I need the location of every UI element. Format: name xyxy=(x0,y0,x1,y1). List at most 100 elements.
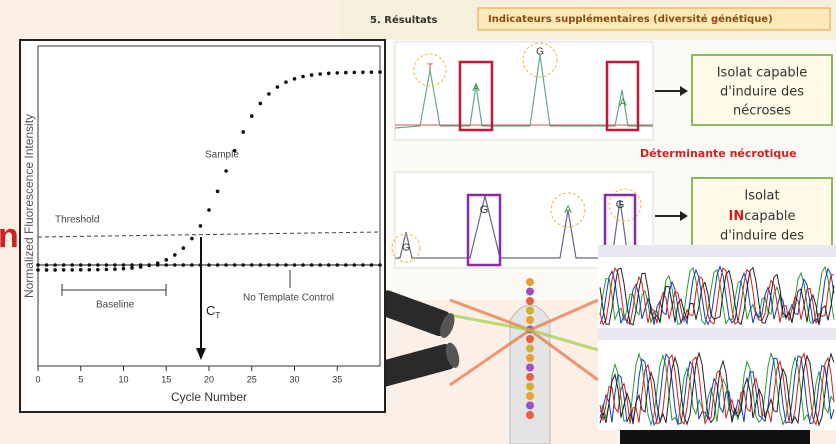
sequence-trace xyxy=(599,353,835,427)
ntc-label: No Template Control xyxy=(243,293,334,304)
bead xyxy=(526,382,534,391)
sample-dot xyxy=(326,71,331,76)
bead xyxy=(526,392,534,400)
sample-dot xyxy=(113,267,117,271)
bead xyxy=(526,373,534,381)
bead xyxy=(526,344,534,353)
sample-dot xyxy=(198,224,203,228)
sample-dot xyxy=(352,70,357,75)
sequence-trace xyxy=(599,265,835,326)
y-axis-label: Normalized Fluorescence Intensity xyxy=(22,114,36,298)
sample-dot xyxy=(344,70,348,75)
sample-dot xyxy=(96,267,100,272)
bead xyxy=(526,316,534,324)
peak-circle xyxy=(608,188,642,222)
trace xyxy=(395,195,653,259)
peak-letter: G xyxy=(402,243,410,254)
bead xyxy=(526,401,534,410)
curves xyxy=(36,70,382,272)
laser-lens xyxy=(445,342,460,368)
trace xyxy=(394,54,653,129)
sample-dot xyxy=(232,148,237,153)
peak-circle xyxy=(391,233,421,263)
sample-dot xyxy=(301,74,305,79)
side-letter: n xyxy=(0,217,19,255)
peak-letter: A xyxy=(472,82,480,94)
sample-dot xyxy=(121,266,126,271)
sample-dot xyxy=(335,71,340,75)
x-tick-label: 35 xyxy=(332,374,342,384)
sample-dot xyxy=(53,268,57,272)
peak-circle xyxy=(550,192,586,228)
result-rest: capable xyxy=(744,209,795,224)
sample-dot xyxy=(309,73,314,77)
x-tick-label: 30 xyxy=(289,374,299,384)
sample-dot xyxy=(292,77,297,81)
highlight-box xyxy=(605,60,640,132)
emphasis: IN xyxy=(729,209,745,224)
sequence-trace xyxy=(599,351,835,427)
sample-dot xyxy=(267,92,271,96)
section-title: 5. Résultats xyxy=(370,14,438,26)
sequence-trace xyxy=(599,351,835,427)
ct-arrow-head xyxy=(196,348,206,360)
peak-letter: T xyxy=(427,63,433,74)
sample-dot xyxy=(164,258,169,262)
banner-box xyxy=(477,7,831,31)
x-axis-label: Cycle Number xyxy=(171,390,247,404)
result-text: INcapable xyxy=(729,209,796,224)
sample-dot xyxy=(104,267,109,272)
sample-dot xyxy=(275,85,280,89)
sample-dot xyxy=(87,267,92,272)
sample-dot xyxy=(70,268,74,272)
sample-dot xyxy=(249,114,254,118)
chromatogram xyxy=(394,41,654,141)
sequence-trace xyxy=(599,352,835,427)
baseline-label: Baseline xyxy=(96,300,135,311)
sequence-traces xyxy=(599,265,835,427)
highlight-box xyxy=(458,60,494,132)
result-text: d'induire des xyxy=(720,85,804,100)
laser-body xyxy=(373,344,455,388)
sample-dot xyxy=(369,70,374,74)
sample-dot xyxy=(224,169,228,173)
threshold-label: Threshold xyxy=(55,215,99,226)
arrow-head xyxy=(680,211,688,221)
sample-dot xyxy=(318,72,322,76)
sample-dot xyxy=(78,268,83,272)
result-box xyxy=(691,54,833,126)
bead xyxy=(526,297,534,305)
sample-dot xyxy=(361,70,365,75)
laser-beams xyxy=(449,313,599,352)
x-tick-label: 25 xyxy=(247,374,257,384)
marker-label: Déterminante nécrotique xyxy=(640,147,797,160)
gel-strip xyxy=(620,430,810,444)
bead xyxy=(526,306,534,315)
sample-dot xyxy=(241,130,245,134)
sample-dot xyxy=(378,70,382,74)
sequence-trace xyxy=(599,266,835,326)
sample-dot xyxy=(36,268,40,272)
sequence-strip xyxy=(598,328,836,340)
ct-label: CT xyxy=(206,303,220,320)
banner: Indicateurs supplémentaires (diversité g… xyxy=(488,13,773,25)
result-text: Isolat xyxy=(744,189,779,204)
bead xyxy=(526,335,534,343)
peak-letter: A xyxy=(619,97,627,109)
laser-device xyxy=(376,290,455,338)
x-tick-label: 0 xyxy=(35,374,40,384)
bead xyxy=(526,278,534,286)
sample-label: Sample xyxy=(205,150,239,161)
peak-letter: G xyxy=(536,47,544,58)
x-tick-label: 10 xyxy=(118,374,128,384)
laser-body xyxy=(376,290,451,337)
sample-dot xyxy=(215,189,220,194)
sample-dot xyxy=(61,268,66,272)
laser-lens xyxy=(440,313,455,338)
bead xyxy=(526,411,534,419)
sample-dot xyxy=(44,268,49,272)
ct-subscript: T xyxy=(215,311,220,320)
dna-beads xyxy=(526,278,534,419)
sequence-trace xyxy=(599,265,835,326)
